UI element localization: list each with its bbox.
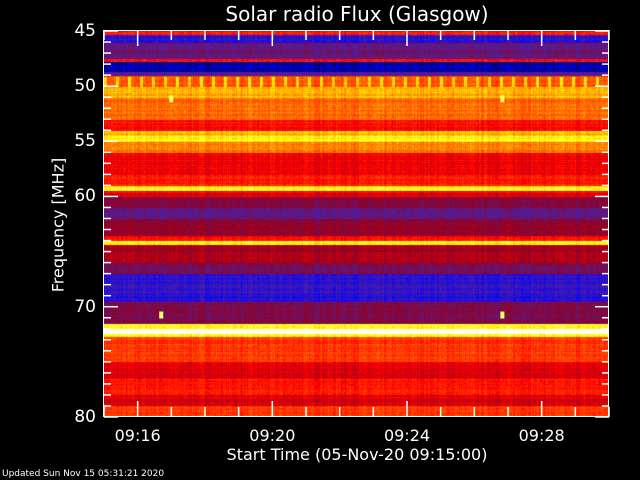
y-tick-label: 45 [74, 21, 96, 41]
y-tick-label: 60 [74, 186, 96, 207]
y-tick-label: 80 [74, 407, 96, 427]
x-tick-label: 09:20 [249, 426, 296, 445]
x-axis-label: Start Time (05-Nov-20 09:15:00) [226, 445, 488, 464]
y-tick-label: 70 [74, 296, 96, 317]
spectrogram-heatmap [104, 31, 609, 417]
x-tick-label: 09:16 [114, 426, 161, 445]
y-tick-label: 55 [74, 131, 96, 152]
x-tick-label: 09:28 [518, 426, 565, 445]
chart-title: Solar radio Flux (Glasgow) [225, 2, 489, 26]
updated-timestamp: Updated Sun Nov 15 05:31:21 2020 [2, 469, 165, 479]
x-tick-label: 09:24 [383, 426, 431, 445]
y-axis-label: Frequency [MHz] [48, 157, 68, 293]
y-tick-label: 50 [74, 76, 96, 97]
